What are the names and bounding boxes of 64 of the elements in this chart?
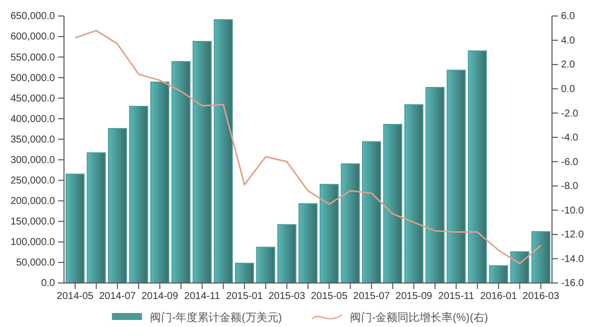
- y-tick-label: 150,000.0: [10, 216, 56, 228]
- y2-tick-label: -16.0: [561, 278, 584, 290]
- x-tick-label: 2015-01: [226, 291, 264, 302]
- bar: [129, 106, 148, 284]
- bar: [214, 19, 233, 284]
- y2-tick-label: -4.0: [561, 132, 579, 144]
- x-tick-label: 2016-03: [522, 291, 560, 302]
- bar: [86, 152, 106, 284]
- x-tick-label: 2016-01: [480, 291, 518, 302]
- bar: [446, 70, 466, 284]
- bar: [320, 184, 339, 284]
- bar: [468, 50, 487, 284]
- line-series: [74, 30, 542, 264]
- y-tick-label: 500,000.0: [10, 72, 56, 84]
- bar: [340, 163, 360, 284]
- legend-label: 阀门-年度累计金额(万美元): [150, 311, 282, 324]
- bar: [510, 251, 530, 284]
- bar: [426, 86, 445, 284]
- x-tick-label: 2015-03: [268, 291, 306, 302]
- y2-tick-label: -12.0: [561, 230, 584, 241]
- legend-label: 阀门-金额同比增长率(%)(右): [350, 311, 488, 324]
- bar: [277, 224, 296, 284]
- y2-tick-label: -10.0: [561, 205, 584, 216]
- bar: [234, 262, 254, 284]
- x-tick-label: 2015-05: [310, 291, 348, 302]
- y-tick-label: 250,000.0: [10, 176, 56, 187]
- bar: [362, 141, 382, 284]
- bar: [531, 231, 550, 284]
- bar: [192, 40, 212, 284]
- bar: [150, 82, 170, 284]
- y-tick-label: 50,000.0: [16, 258, 56, 269]
- bar: [489, 265, 508, 284]
- bar: [108, 128, 127, 284]
- x-tick-label: 2014-11: [184, 291, 221, 302]
- bar: [256, 246, 276, 284]
- y2-tick-label: -14.0: [561, 254, 584, 265]
- y2-tick-label: 4.0: [561, 35, 576, 46]
- bar: [383, 124, 402, 284]
- y-tick-label: 450,000.0: [10, 93, 56, 104]
- y-tick-label: 100,000.0: [10, 237, 56, 248]
- bar: [171, 61, 190, 284]
- y2-tick-label: -8.0: [561, 181, 579, 192]
- x-tick-label: 2014-09: [141, 291, 179, 302]
- y-tick-label: 0.0: [41, 278, 56, 290]
- bar: [66, 174, 85, 284]
- x-tick-label: 2015-09: [396, 291, 433, 302]
- y2-tick-label: 6.0: [561, 11, 576, 22]
- x-tick-label: 2015-11: [438, 291, 475, 302]
- x-tick-label: 2014-05: [56, 291, 94, 302]
- y-tick-label: 200,000.0: [10, 196, 56, 208]
- y-tick-label: 400,000.0: [10, 114, 56, 125]
- y-tick-label: 650,000.0: [10, 11, 56, 22]
- y-tick-label: 350,000.0: [10, 134, 56, 146]
- y-tick-label: 300,000.0: [10, 154, 56, 166]
- x-tick-label: 2015-07: [353, 291, 390, 302]
- bar: [298, 203, 318, 284]
- x-tick-label: 2014-07: [99, 291, 136, 302]
- y2-tick-label: 2.0: [561, 60, 576, 71]
- y-tick-label: 550,000.0: [10, 52, 56, 64]
- y2-tick-label: -2.0: [561, 108, 579, 120]
- y2-tick-label: -6.0: [561, 156, 579, 168]
- y-tick-label: 600,000.0: [10, 32, 56, 43]
- y2-tick-label: 0.0: [561, 84, 576, 96]
- bar: [404, 104, 424, 284]
